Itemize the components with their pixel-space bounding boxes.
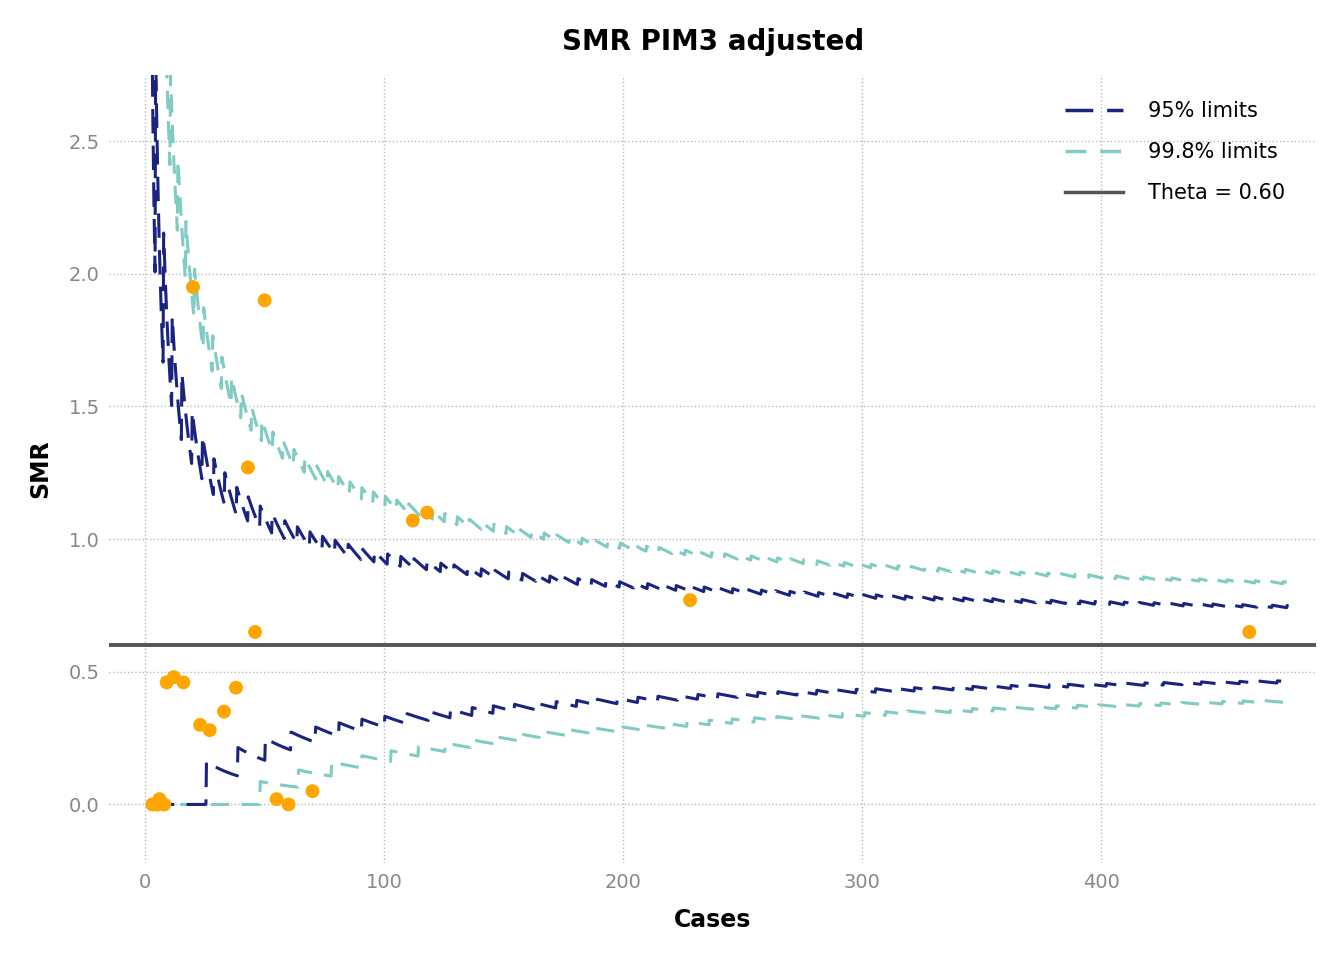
Point <box>254 293 276 308</box>
Point <box>141 797 163 812</box>
Title: SMR PIM3 adjusted: SMR PIM3 adjusted <box>562 28 864 56</box>
Y-axis label: SMR: SMR <box>28 440 52 498</box>
Point <box>172 675 194 690</box>
Point <box>417 505 438 520</box>
Point <box>183 279 204 295</box>
Point <box>214 704 235 719</box>
Point <box>149 791 171 806</box>
Point <box>163 669 184 684</box>
Point <box>301 783 323 799</box>
Point <box>679 592 700 608</box>
Point <box>402 513 423 528</box>
Point <box>146 797 168 812</box>
Point <box>190 717 211 732</box>
Point <box>153 797 175 812</box>
X-axis label: Cases: Cases <box>675 908 751 932</box>
Point <box>237 460 258 475</box>
Point <box>156 675 177 690</box>
Point <box>278 797 300 812</box>
Point <box>1239 624 1261 639</box>
Point <box>245 624 266 639</box>
Point <box>199 723 220 738</box>
Point <box>226 680 247 695</box>
Point <box>266 791 288 806</box>
Legend: 95% limits, 99.8% limits, Theta = 0.60: 95% limits, 99.8% limits, Theta = 0.60 <box>1056 93 1294 211</box>
